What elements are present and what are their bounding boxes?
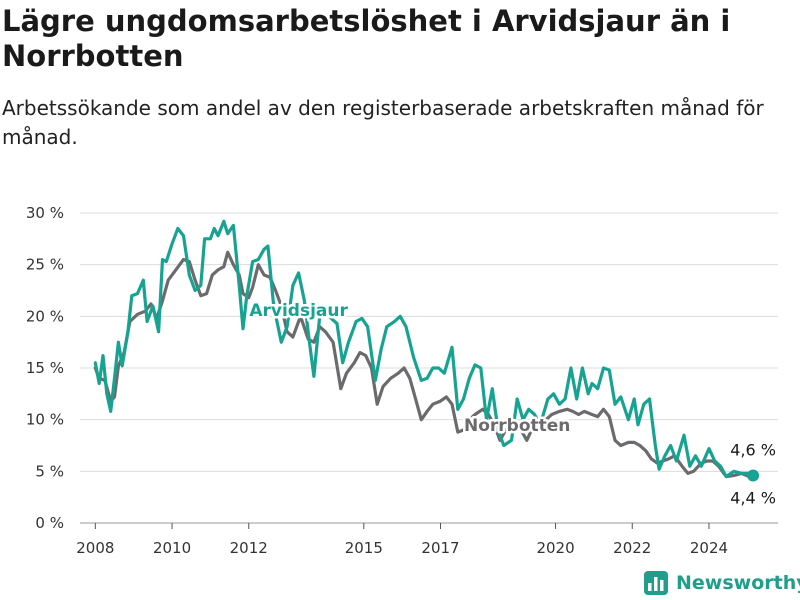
- chart-subtitle: Arbetssökande som andel av den registerb…: [2, 96, 764, 149]
- x-tick-label: 2020: [536, 539, 574, 557]
- x-tick-label: 2022: [613, 539, 651, 557]
- x-tick-label: 2017: [421, 539, 459, 557]
- y-tick-label: 25 %: [26, 256, 64, 274]
- series-annotation-norrbotten: Norrbotten: [464, 416, 570, 436]
- x-tick-label: 2008: [76, 539, 114, 557]
- end-point-marker: [747, 469, 760, 482]
- y-tick-label: 30 %: [26, 204, 64, 222]
- series-line-norrbotten: [93, 250, 755, 480]
- y-tick-label: 20 %: [26, 307, 64, 325]
- x-tick-label: 2024: [690, 539, 728, 557]
- x-tick-label: 2010: [153, 539, 191, 557]
- y-tick-label: 15 %: [26, 359, 64, 377]
- gridlines: [80, 212, 778, 524]
- y-tick-label: 10 %: [26, 411, 64, 429]
- x-tick-label: 2012: [230, 539, 268, 557]
- y-axis-tick-labels: 0 % 5 % 10 % 15 % 20 % 25 % 30 %: [26, 204, 64, 532]
- brand-logo: Newsworthy: [644, 568, 800, 598]
- brand-name: Newsworthy: [676, 572, 800, 594]
- y-tick-label: 5 %: [35, 462, 64, 480]
- series-line-arvidsjaur: [93, 219, 755, 479]
- series-annotation-arvidsjaur: Arvidsjaur: [249, 301, 348, 321]
- x-tick-label: 2015: [345, 539, 383, 557]
- end-value-label-arvidsjaur: 4,6 %: [730, 440, 776, 459]
- chart-title: Lägre ungdomsarbetslöshet i Arvidsjaur ä…: [2, 4, 731, 73]
- end-value-label-norrbotten: 4,4 %: [730, 489, 776, 508]
- x-axis: 2008 2010 2012 2015 2017 2020 2022 2024: [76, 523, 728, 557]
- bar-chart-icon: [644, 571, 668, 595]
- annotations: Arvidsjaur Norrbotten: [247, 299, 573, 439]
- y-tick-label: 0 %: [35, 514, 64, 532]
- series-lines: 4,4 % 4,6 %: [93, 219, 776, 508]
